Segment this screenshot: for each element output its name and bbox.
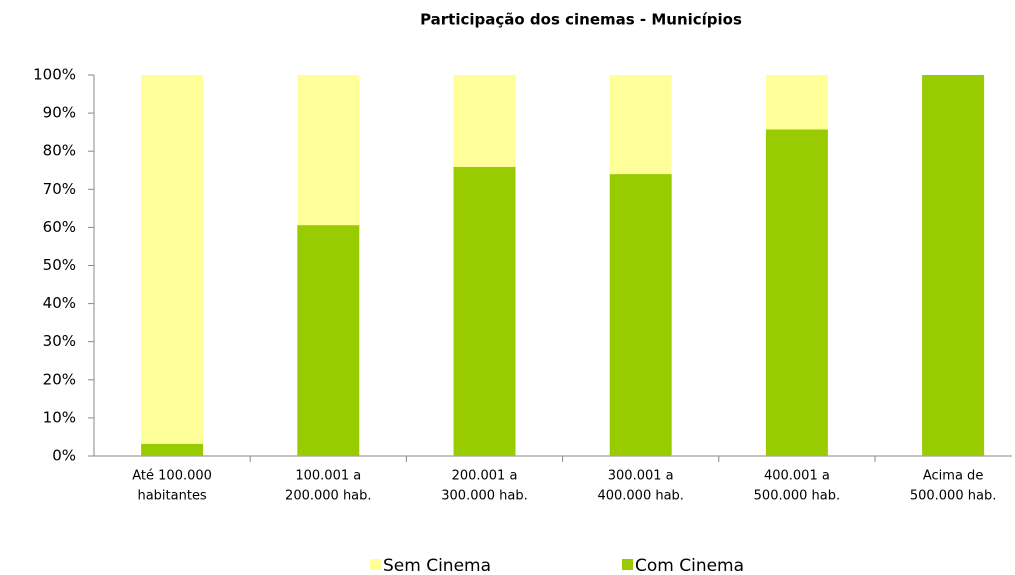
bar-segment — [453, 166, 516, 457]
y-tick-label: 90% — [43, 104, 76, 122]
x-tick-label: 500.000 hab. — [910, 489, 996, 504]
x-tick-label: 300.001 a — [608, 469, 674, 484]
y-tick-label: 60% — [43, 218, 76, 236]
y-tick-label: 50% — [43, 256, 76, 274]
legend-label: Sem Cinema — [383, 556, 491, 575]
x-tick-label: 200.001 a — [452, 469, 518, 484]
x-tick-label: 500.000 hab. — [754, 489, 840, 504]
bar-segment — [141, 75, 204, 444]
bar-segment — [141, 443, 204, 456]
legend-swatch — [622, 559, 633, 570]
y-tick-label: 30% — [43, 332, 76, 350]
x-tick-label: Acima de — [923, 469, 983, 484]
y-tick-label: 100% — [33, 66, 76, 84]
x-tick-label: Até 100.000 — [132, 469, 212, 484]
x-tick-label: 400.001 a — [764, 469, 830, 484]
bar-segment — [297, 75, 360, 226]
x-tick-label: 400.000 hab. — [597, 489, 683, 504]
x-tick-label: habitantes — [137, 489, 206, 504]
y-tick-label: 20% — [43, 370, 76, 388]
bar-segment — [453, 75, 516, 167]
y-tick-label: 10% — [43, 408, 76, 426]
bar-segment — [922, 75, 985, 456]
bar-segment — [609, 174, 672, 456]
bar-segment — [297, 225, 360, 456]
legend-swatch — [370, 559, 381, 570]
bar-segment — [609, 75, 672, 175]
bar-segment — [765, 129, 828, 456]
bar-segment — [765, 75, 828, 130]
chart-title: Participação dos cinemas - Municípios — [420, 11, 742, 29]
y-tick-label: 0% — [52, 447, 76, 465]
y-tick-label: 80% — [43, 142, 76, 160]
x-tick-label: 200.000 hab. — [285, 489, 371, 504]
legend-label: Com Cinema — [635, 556, 744, 575]
y-tick-label: 40% — [43, 294, 76, 312]
x-tick-label: 100.001 a — [295, 469, 361, 484]
y-tick-label: 70% — [43, 180, 76, 198]
x-tick-label: 300.000 hab. — [441, 489, 527, 504]
